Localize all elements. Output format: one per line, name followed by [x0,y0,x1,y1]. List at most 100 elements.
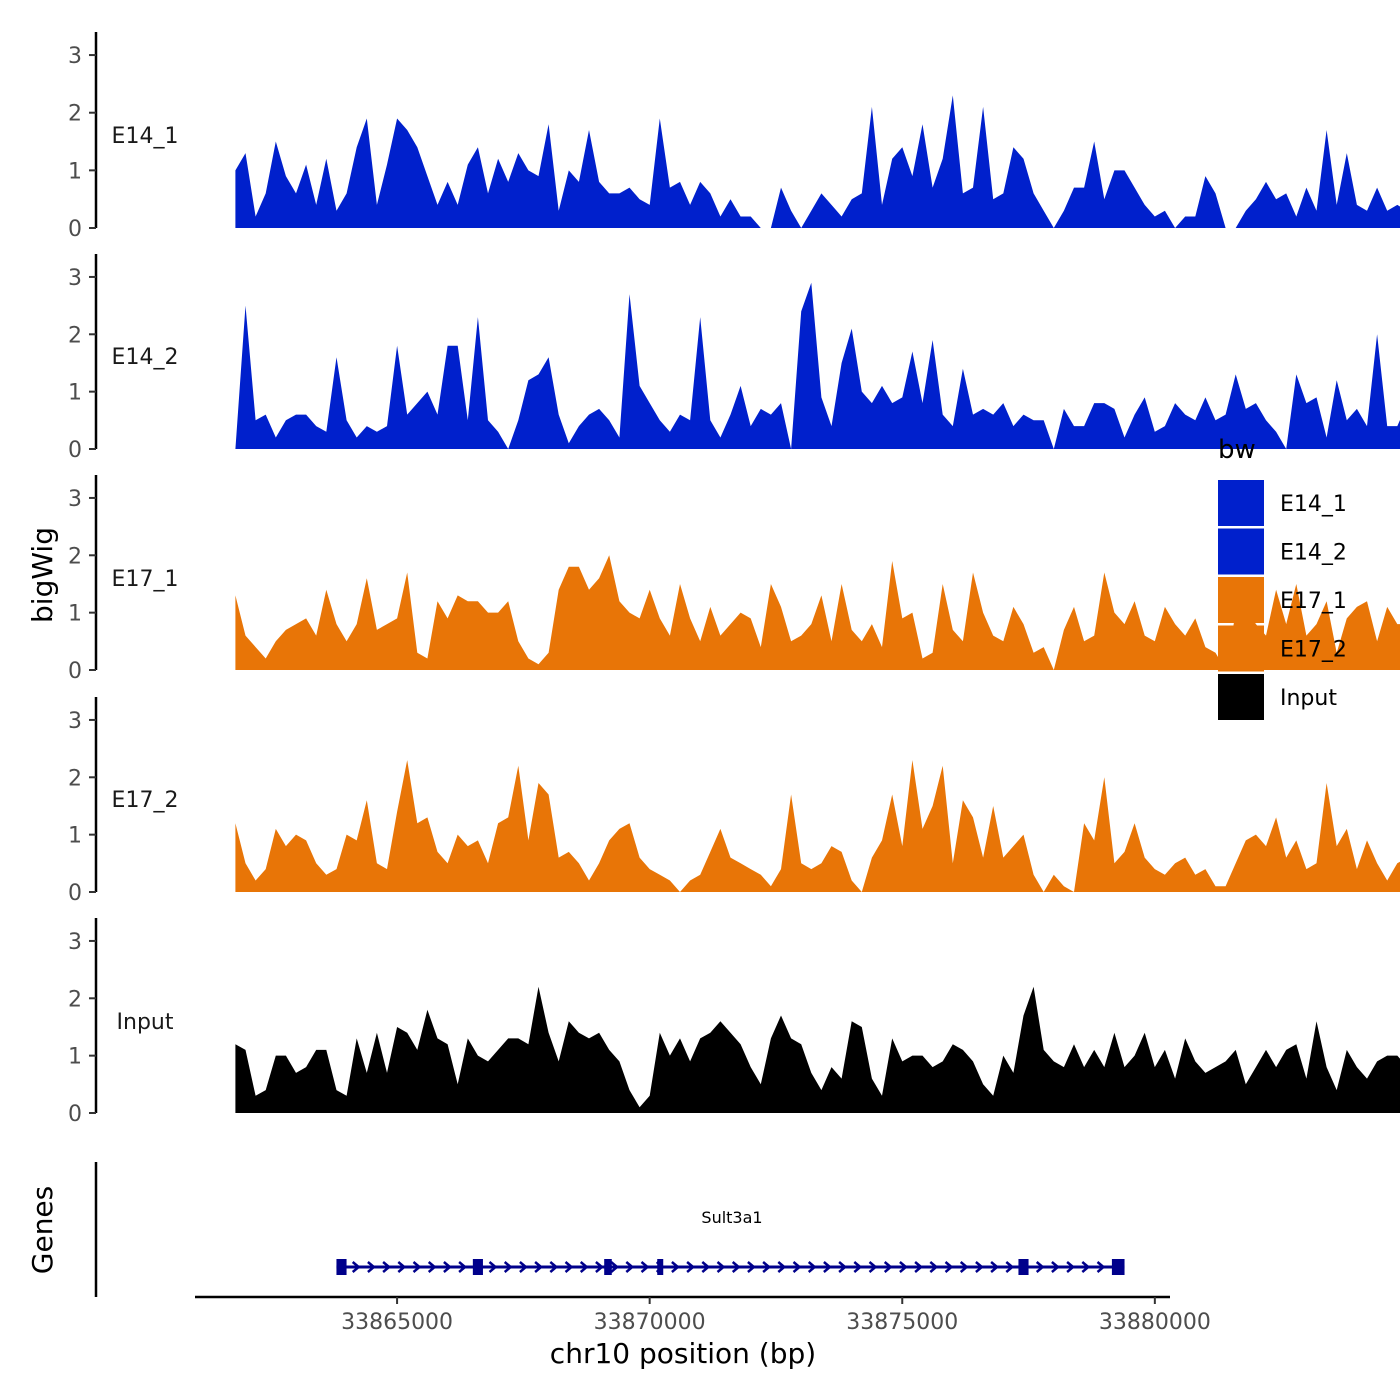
y-tick-label: 1 [68,159,82,184]
gene-strand-arrow [716,1261,726,1273]
gene-strand-arrow [807,1261,817,1273]
y-tick-label: 2 [68,102,82,127]
track-panel-input: 0 1 2 3 Input [68,918,1400,1127]
gene-strand-arrow [427,1261,437,1273]
gene-exon [1111,1259,1125,1275]
x-tick-label: 33870000 [594,1310,706,1335]
track-panel-e17-2: 0 1 2 3 E17_2 [68,697,1400,906]
y-tick-label: 1 [68,602,82,627]
coverage-area-e14-2 [235,282,1400,449]
genes-panel-title: Genes [26,1186,59,1274]
y-tick-label: 3 [68,709,82,734]
coverage-area-e14-1 [235,95,1400,228]
y-tick-label: 2 [68,766,82,791]
gene-strand-arrow [412,1261,422,1273]
track-label: E17_1 [112,567,179,592]
gene-exon [604,1259,612,1275]
gene-strand-arrow [747,1261,756,1273]
gene-strand-arrow [443,1261,452,1273]
gene-exon [657,1259,664,1275]
gene-strand-arrow [868,1261,878,1273]
legend-label: E17_2 [1280,638,1347,663]
gene-strand-arrow [503,1261,513,1273]
legend-swatch [1218,625,1264,672]
gene-strand-arrow [488,1261,498,1273]
gene-strand-arrow [929,1261,939,1273]
legend-label: Input [1280,686,1337,711]
gene-strand-arrow [595,1261,604,1273]
track-label: E17_2 [112,788,179,813]
y-tick-label: 1 [68,381,82,406]
gene-strand-arrow [397,1261,407,1273]
y-tick-label: 0 [68,438,82,463]
legend-swatch [1218,577,1264,623]
y-tick-label: 1 [68,1045,82,1070]
track-panel-e14-2: 0 1 2 3 E14_2 [68,254,1400,463]
gene-label: Sult3a1 [701,1208,762,1227]
tracks-layer: 0 1 2 3 E14_1 0 1 2 3 E14_2 0 1 2 3 E17_1 0 1 2 3 E17_2 0 1 2 3… [68,32,1400,1127]
gene-strand-arrow [1051,1261,1060,1273]
gene-strand-arrow [625,1261,635,1273]
gene-strand-arrow [640,1261,650,1273]
gene-strand-arrow [534,1261,544,1273]
gene-strand-arrow [1035,1261,1045,1273]
legend-title: bw [1218,435,1256,465]
gene-strand-arrow [549,1261,559,1273]
genes-panel: Sult3a1 [94,1162,1125,1297]
legend-label: E17_1 [1280,589,1347,614]
x-tick-label: 33880000 [1099,1310,1211,1335]
legend-label: E14_2 [1280,541,1347,566]
y-tick-label: 3 [68,266,82,291]
coverage-area-e17-2 [235,760,1400,892]
gene-strand-arrow [899,1261,908,1273]
legend-label: E14_1 [1280,492,1347,517]
legend-swatch [1218,528,1264,575]
gene-strand-arrow [1005,1261,1015,1273]
gene-strand-arrow [838,1261,848,1273]
y-tick-label: 2 [68,544,82,569]
gene-strand-arrow [792,1261,802,1273]
gene-strand-arrow [686,1261,696,1273]
gene-strand-arrow [990,1261,1000,1273]
gene-strand-arrow [944,1261,954,1273]
gene-strand-arrow [975,1261,984,1273]
y-tick-label: 2 [68,323,82,348]
gene-strand-arrow [1081,1261,1091,1273]
gene-strand-arrow [367,1261,376,1273]
y-tick-label: 3 [68,930,82,955]
track-panel-e14-1: 0 1 2 3 E14_1 [68,32,1400,242]
gene-strand-arrow [671,1261,680,1273]
x-tick-label: 33875000 [846,1310,958,1335]
coverage-area-e17-1 [235,555,1400,670]
y-tick-label: 0 [68,881,82,906]
track-label: E14_2 [112,345,179,370]
gene-strand-arrow [883,1261,893,1273]
gene-strand-arrow [762,1261,772,1273]
y-tick-label: 1 [68,824,82,849]
y-tick-label: 0 [68,1102,82,1127]
gene-strand-arrow [731,1261,741,1273]
gene-strand-arrow [382,1261,392,1273]
gene-strand-arrow [1096,1261,1106,1273]
track-label: Input [117,1010,174,1035]
gene-strand-arrow [564,1261,574,1273]
gene-exon [1018,1259,1029,1275]
legend: bw E14_1 E14_2 E17_1 E17_2 Input [1218,435,1347,720]
track-label: E14_1 [112,124,179,149]
y-tick-label: 3 [68,44,82,69]
x-tick-label: 33865000 [341,1310,453,1335]
gene-strand-arrow [777,1261,787,1273]
y-tick-label: 3 [68,487,82,512]
y-tick-label: 0 [68,217,82,242]
gene-strand-arrow [823,1261,832,1273]
gene-strand-arrow [1066,1261,1076,1273]
gene-strand-arrow [701,1261,711,1273]
gene-strand-arrow [959,1261,969,1273]
gene-strand-arrow [914,1261,924,1273]
gene-exon [336,1259,347,1275]
legend-swatch [1218,674,1264,720]
track-panel-e17-1: 0 1 2 3 E17_1 [68,475,1400,684]
gene-strand-arrow [610,1261,620,1273]
x-axis: 33865000 33870000 33875000 33880000 [195,1295,1211,1335]
y-axis-title: bigWig [26,527,59,623]
